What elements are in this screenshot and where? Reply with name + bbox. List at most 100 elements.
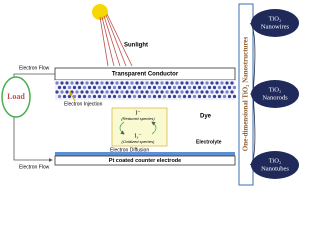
- dye-particle: [215, 81, 219, 85]
- dye-particle: [67, 94, 72, 99]
- dye-particle: [180, 90, 184, 94]
- dye-particle: [227, 94, 232, 99]
- dye-particle: [147, 94, 152, 99]
- dye-particle: [172, 85, 177, 90]
- dye-particle: [137, 94, 142, 99]
- dye-particle: [107, 85, 112, 90]
- dye-particle: [147, 85, 152, 90]
- electron-flow-label: Electron Flow: [19, 65, 50, 71]
- dye-particle: [95, 90, 99, 94]
- dye-particle: [145, 81, 149, 85]
- dye-particle: [57, 94, 62, 99]
- dye-particle: [117, 85, 122, 90]
- dye-particle: [60, 90, 64, 94]
- dye-particle: [190, 90, 194, 94]
- dye-particle: [135, 90, 139, 94]
- injection-label: Electron Injection: [64, 101, 103, 107]
- electron-flow-label: Electron Flow: [19, 164, 50, 170]
- dye-particle: [92, 94, 97, 99]
- dye-particle: [100, 90, 104, 94]
- dye-particle: [120, 81, 124, 85]
- counter-electrode-label: Pt coated counter electrode: [109, 158, 181, 164]
- node-label: TiO₂: [269, 157, 282, 164]
- dye-particle: [57, 85, 62, 90]
- nanostructures-title: One-dimensional TiO₂ Nanostructures: [242, 36, 250, 151]
- dye-particle: [230, 90, 234, 94]
- dye-particle: [105, 90, 109, 94]
- dye-particle: [187, 85, 192, 90]
- dye-particle: [210, 90, 214, 94]
- dye-particle: [55, 81, 59, 85]
- sun-rays: [99, 13, 133, 67]
- node-label: TiO₂: [269, 86, 282, 93]
- dye-particle: [182, 85, 187, 90]
- dye-particle: [142, 85, 147, 90]
- arrow: [151, 121, 157, 135]
- dye-particle: [227, 85, 232, 90]
- dye-particle: [190, 81, 194, 85]
- dye-particle: [225, 90, 229, 94]
- sunlight-label: Sunlight: [124, 43, 148, 49]
- dye-particle: [62, 94, 67, 99]
- dye-particle: [195, 81, 199, 85]
- dye-particle: [162, 94, 167, 99]
- dye-particle: [157, 85, 162, 90]
- dye-particle: [192, 94, 197, 99]
- dye-particle: [127, 94, 132, 99]
- reduced-note: (Reduced species): [121, 116, 155, 121]
- conductor-label: Transparent Conductor: [112, 72, 179, 78]
- dye-particle: [197, 94, 202, 99]
- dye-particle: [140, 81, 144, 85]
- dye-particle: [200, 81, 204, 85]
- diagram: Sunlight Electron Flow Electron Flow Loa…: [1, 3, 299, 186]
- dye-particle: [175, 81, 179, 85]
- dye-particle: [65, 81, 69, 85]
- dye-particle: [202, 94, 207, 99]
- dye-particle: [155, 90, 159, 94]
- dye-particle: [85, 90, 89, 94]
- dye-particle: [132, 94, 137, 99]
- dye-particle: [135, 81, 139, 85]
- dye-particle: [112, 94, 117, 99]
- reduced-label: I⁻: [135, 110, 140, 116]
- dye-particle: [75, 90, 79, 94]
- dye-particle: [112, 85, 117, 90]
- dye-particle: [160, 90, 164, 94]
- dye-particle: [182, 94, 187, 99]
- load: [1, 76, 31, 118]
- dye-particle: [232, 94, 237, 99]
- dye-particle: [220, 90, 224, 94]
- dye-particle: [170, 81, 174, 85]
- diffusion-label: Electron Diffusion: [110, 147, 149, 153]
- dye-particle: [85, 81, 89, 85]
- dye-particle: [72, 85, 77, 90]
- dye-particle: [90, 90, 94, 94]
- dye-particle: [97, 85, 102, 90]
- dye-particle: [77, 85, 82, 90]
- dye-particle: [152, 94, 157, 99]
- dye-particle: [95, 81, 99, 85]
- dye-particle: [152, 85, 157, 90]
- dye-particle: [62, 85, 67, 90]
- dye-particle: [217, 85, 222, 90]
- dye-particle: [185, 90, 189, 94]
- dye-particle: [75, 81, 79, 85]
- dye-particle: [205, 81, 209, 85]
- dye-particle: [210, 81, 214, 85]
- dye-particle: [117, 94, 122, 99]
- dye-particle: [72, 94, 77, 99]
- dye-particle: [142, 94, 147, 99]
- dye-particle: [130, 81, 134, 85]
- dye-particle: [77, 94, 82, 99]
- dye-particle: [150, 90, 154, 94]
- dye-particle: [185, 81, 189, 85]
- dye-particle: [80, 90, 84, 94]
- arrow: [69, 91, 76, 102]
- oxidized-note: (Oxidized species): [122, 139, 156, 144]
- dye-particle: [230, 81, 234, 85]
- dye-particle: [215, 90, 219, 94]
- dye-particle: [55, 90, 59, 94]
- dye-particle: [115, 81, 119, 85]
- dye-particle: [192, 85, 197, 90]
- dye-particle: [82, 94, 87, 99]
